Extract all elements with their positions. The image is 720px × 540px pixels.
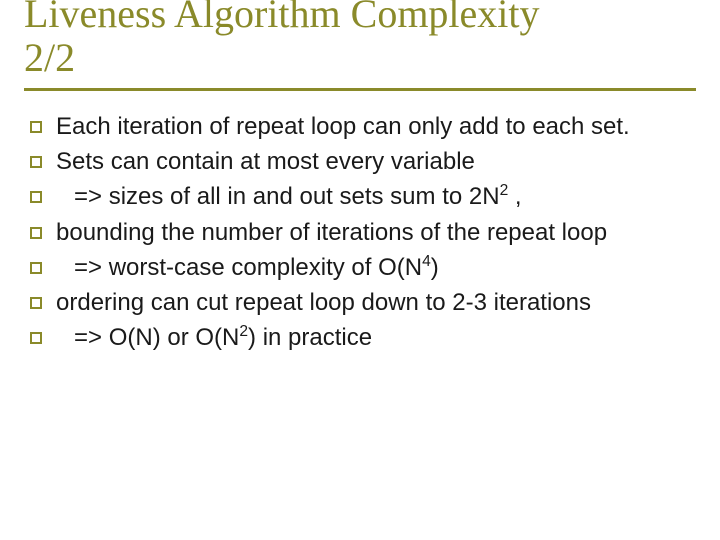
slide: Liveness Algorithm Complexity 2/2 Each i…	[0, 0, 720, 532]
bullet-text: Each iteration of repeat loop can only a…	[56, 111, 696, 142]
bullet-icon	[30, 121, 42, 133]
bullet-icon	[30, 156, 42, 168]
bullet-text: ordering can cut repeat loop down to 2-3…	[56, 287, 696, 318]
bullet-icon	[30, 227, 42, 239]
list-item: => sizes of all in and out sets sum to 2…	[30, 181, 696, 212]
bullet-text: => worst-case complexity of O(N4)	[56, 252, 696, 283]
bullet-list: Each iteration of repeat loop can only a…	[24, 111, 696, 353]
list-item: bounding the number of iterations of the…	[30, 217, 696, 248]
list-item: Sets can contain at most every variable	[30, 146, 696, 177]
title-line-1: Liveness Algorithm Complexity	[24, 0, 540, 36]
bullet-icon	[30, 262, 42, 274]
list-item: => worst-case complexity of O(N4)	[30, 252, 696, 283]
bullet-text: => sizes of all in and out sets sum to 2…	[56, 181, 696, 212]
list-item: ordering can cut repeat loop down to 2-3…	[30, 287, 696, 318]
title-line-2: 2/2	[24, 36, 696, 80]
bullet-text: bounding the number of iterations of the…	[56, 217, 696, 248]
list-item: => O(N) or O(N2) in practice	[30, 322, 696, 353]
bullet-text: Sets can contain at most every variable	[56, 146, 696, 177]
bullet-icon	[30, 297, 42, 309]
slide-title: Liveness Algorithm Complexity 2/2	[24, 0, 696, 91]
bullet-text-html: => O(N) or O(N2) in practice	[56, 322, 372, 353]
bullet-text-html: => worst-case complexity of O(N4)	[56, 252, 439, 283]
bullet-icon	[30, 191, 42, 203]
bullet-icon	[30, 332, 42, 344]
list-item: Each iteration of repeat loop can only a…	[30, 111, 696, 142]
bullet-text-html: => sizes of all in and out sets sum to 2…	[56, 181, 522, 212]
bullet-text: => O(N) or O(N2) in practice	[56, 322, 696, 353]
